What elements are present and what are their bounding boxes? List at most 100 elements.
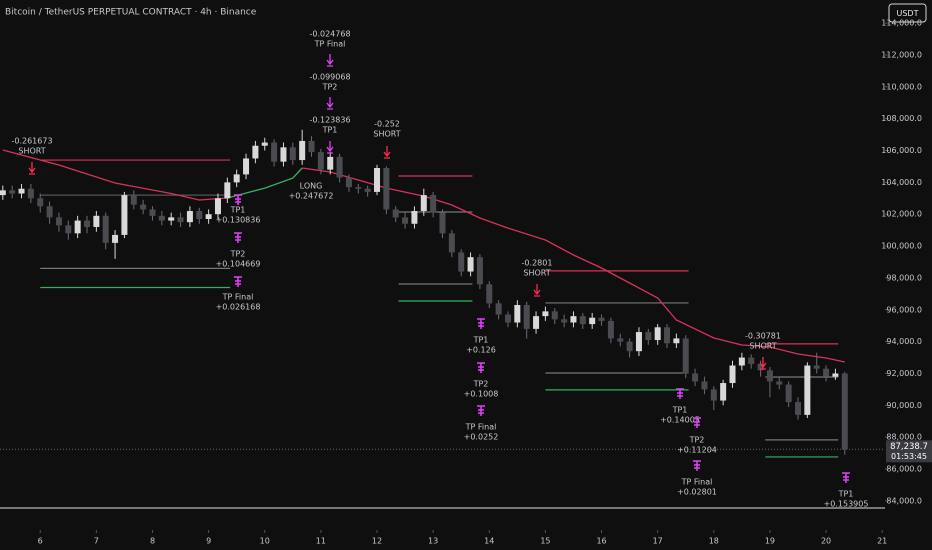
currency-button[interactable] <box>888 3 927 23</box>
candle-body <box>9 190 16 194</box>
annotation-text: SHORT <box>18 147 45 156</box>
countdown-label: 01:53:45 <box>891 452 927 461</box>
candle-body <box>374 168 381 192</box>
candle-body <box>84 220 91 227</box>
candle-body <box>766 370 773 382</box>
candle-body <box>561 319 568 323</box>
candle-body <box>504 314 511 323</box>
signal-arrow <box>28 162 36 175</box>
y-tick-label: 104,000.0 <box>881 178 922 187</box>
y-tick-label: 88,000.0 <box>886 433 922 442</box>
annotation-text: LONG <box>300 182 323 191</box>
candle-body <box>476 257 483 285</box>
candle-body <box>186 211 193 223</box>
currency-label[interactable]: USDT <box>897 9 919 18</box>
last-price-box <box>886 440 932 463</box>
annotation-text: TP Final <box>314 40 346 49</box>
y-tick-label: 94,000.0 <box>886 337 922 346</box>
y-tick-label: 102,000.0 <box>881 210 922 219</box>
candle-body <box>27 188 34 199</box>
candle-body <box>168 217 175 221</box>
annotation-text: +0.11204 <box>677 446 717 455</box>
candle-body <box>514 304 521 323</box>
x-tick-label: 12 <box>372 537 382 546</box>
signal-arrow <box>326 54 334 67</box>
candle-body <box>710 389 717 401</box>
candle-body <box>252 145 259 159</box>
candle-body <box>748 357 755 364</box>
annotation-text: SHORT <box>749 342 776 351</box>
annotation-text: TP1 <box>838 490 854 499</box>
candle-body <box>214 198 221 215</box>
candle-body <box>55 217 62 226</box>
signal-arrow <box>326 97 334 110</box>
candle-body <box>205 214 212 219</box>
y-tick-label: 114,000.0 <box>881 19 922 28</box>
x-tick-label: 10 <box>260 537 270 546</box>
candle-body <box>720 383 727 401</box>
candle-body <box>121 195 128 235</box>
tp-marker <box>842 472 850 483</box>
tp-marker <box>234 276 242 287</box>
candle-body <box>841 373 848 450</box>
candle-body <box>738 357 745 366</box>
x-tick-label: 19 <box>765 537 775 546</box>
x-tick-label: 13 <box>428 537 438 546</box>
x-tick-label: 9 <box>206 537 211 546</box>
candle-body <box>635 332 642 352</box>
y-tick-label: 86,000.0 <box>886 465 922 474</box>
candle-body <box>280 147 287 162</box>
candle-body <box>458 252 465 272</box>
annotation-text: -0.123836 <box>309 116 350 125</box>
candle-body <box>140 204 147 210</box>
tp-marker <box>477 405 485 416</box>
candle-body <box>533 316 540 329</box>
annotation-text: TP1 <box>473 336 489 345</box>
annotation-text: +0.02801 <box>677 488 717 497</box>
candle-body <box>785 384 792 403</box>
candle-body <box>46 206 53 218</box>
candle-body <box>299 140 306 161</box>
candle-body <box>682 338 689 374</box>
x-tick-label: 8 <box>150 537 155 546</box>
candle-body <box>112 234 119 243</box>
annotation-text: TP2 <box>230 250 246 259</box>
annotation-text: TP2 <box>322 83 338 92</box>
y-tick-label: 98,000.0 <box>886 273 922 282</box>
candle-body <box>692 373 699 382</box>
candle-body <box>308 140 315 153</box>
candle-body <box>233 174 240 183</box>
candle-body <box>495 303 502 315</box>
signal-arrow <box>759 357 767 370</box>
annotation-text: TP1 <box>322 126 338 135</box>
candle-body <box>65 225 72 234</box>
candle-body <box>411 211 418 224</box>
annotation-text: +0.026168 <box>216 303 261 312</box>
x-tick-label: 21 <box>877 537 887 546</box>
annotation-text: SHORT <box>523 269 550 278</box>
candle-body <box>177 217 184 223</box>
candle-body <box>102 215 109 243</box>
candle-body <box>542 311 549 317</box>
candle-body <box>664 327 671 344</box>
candle-body <box>467 257 474 272</box>
candle-body <box>813 365 820 369</box>
annotation-text: -0.099068 <box>309 73 350 82</box>
candle-body <box>224 182 231 199</box>
annotation-text: SHORT <box>373 130 400 139</box>
candle-body <box>654 327 661 341</box>
candle-body <box>130 195 137 205</box>
y-tick-label: 90,000.0 <box>886 401 922 410</box>
ma-line <box>2 149 228 201</box>
x-tick-label: 11 <box>316 537 326 546</box>
y-tick-label: 96,000.0 <box>886 305 922 314</box>
candle-body <box>243 158 250 175</box>
tp-marker <box>693 417 701 428</box>
tp-marker <box>234 194 242 205</box>
annotation-text: +0.247672 <box>289 192 334 201</box>
candle-body <box>579 316 586 325</box>
annotation-text: -0.261673 <box>11 137 52 146</box>
annotation-text: +0.0252 <box>464 433 499 442</box>
